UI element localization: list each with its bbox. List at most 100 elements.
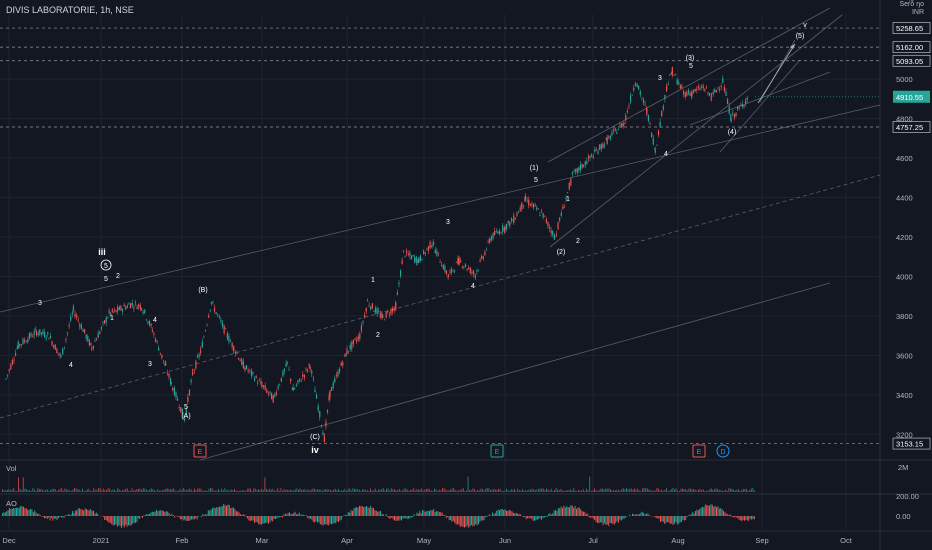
volume-bar [126,488,128,492]
volume-bar [90,490,91,492]
ao-bar [179,516,181,520]
candle-body [542,213,544,218]
ao-bar [515,513,517,516]
candle-body [27,339,29,342]
volume-bar [245,490,247,492]
candle-body [728,106,730,114]
candle-body [444,265,446,272]
volume-bar [566,490,568,492]
volume-bar [573,488,575,492]
candle-body [578,167,580,171]
volume-bar [61,488,63,492]
candle-body [410,255,413,260]
candle-body [431,244,433,246]
ao-bar [402,516,404,519]
ao-bar [473,516,475,526]
volume-bar [546,488,547,492]
candle-body [54,344,56,350]
volume-bar [374,488,376,492]
candle-body [468,267,470,269]
volume-bar [339,490,341,492]
ao-bar [409,516,411,519]
ao-bar [672,516,674,526]
ao-bar [42,516,44,517]
volume-bar [146,489,147,492]
volume-bar [224,488,226,492]
candle-body [679,84,681,89]
ao-bar [300,515,302,516]
volume-bar [258,489,259,492]
candle-body [66,332,69,334]
ao-bar [149,513,150,516]
candle-body [128,303,130,305]
volume-bar [131,488,133,492]
volume-bar [635,489,637,492]
volume-bars [2,476,755,492]
ao-bar [14,507,16,516]
volume-bar [187,489,189,492]
volume-bar [3,490,5,492]
volume-bar [618,490,619,492]
ao-bar [28,509,30,516]
candle-body [714,89,716,93]
volume-bar [704,490,706,492]
volume-bar [232,490,234,492]
ao-bar [202,514,204,516]
volume-bar [413,488,415,492]
candle-body [134,302,137,304]
candle-body [654,148,656,150]
volume-bar [526,490,528,492]
volume-bar [709,489,711,492]
volume-bar [622,488,624,492]
candle-body [223,325,225,333]
ao-bar [399,516,401,520]
volume-bar [576,490,578,492]
volume-bar [568,490,570,492]
candle-body [502,225,504,232]
volume-bar [99,488,101,492]
candle-body [434,249,436,254]
volume-bar [203,490,205,492]
candle-body [228,335,230,342]
volume-bar [189,488,191,492]
wave-label: (B) [198,287,207,294]
candle-body [399,270,402,277]
candle-body [522,205,524,207]
ao-bar [32,512,34,516]
ao-bar [450,516,451,521]
ao-bar [387,516,388,517]
candle-body [474,275,476,278]
earnings-marker [692,444,706,458]
ao-bar [55,516,57,519]
volume-bar [741,490,743,492]
volume-bar [122,490,123,492]
ao-bar [94,513,96,516]
ao-bar [37,513,38,516]
y-tick-label: 3600 [896,351,913,360]
ao-bar [664,516,666,524]
volume-bar [178,490,179,492]
volume-bar [176,490,178,492]
ao-bar [741,516,743,522]
candle-body [639,91,641,96]
price-level-tag [892,121,931,133]
candle-body [651,132,653,137]
price-level-tag [892,54,931,67]
ao-bar [647,513,649,516]
candle-body [544,215,546,217]
candle-body [510,218,512,221]
wave-label: 2 [376,332,380,339]
candle-body [603,144,606,147]
candle-body [102,322,104,324]
ao-bar [419,511,421,516]
trend-channel-line [759,39,796,103]
ao-bar [725,513,727,516]
volume-bar [274,490,275,492]
candle-body [686,92,688,96]
ao-bar [710,504,712,516]
ao-bar [261,516,262,525]
volume-bar [734,490,736,492]
volume-bar [214,490,216,492]
candle-body [383,319,386,321]
